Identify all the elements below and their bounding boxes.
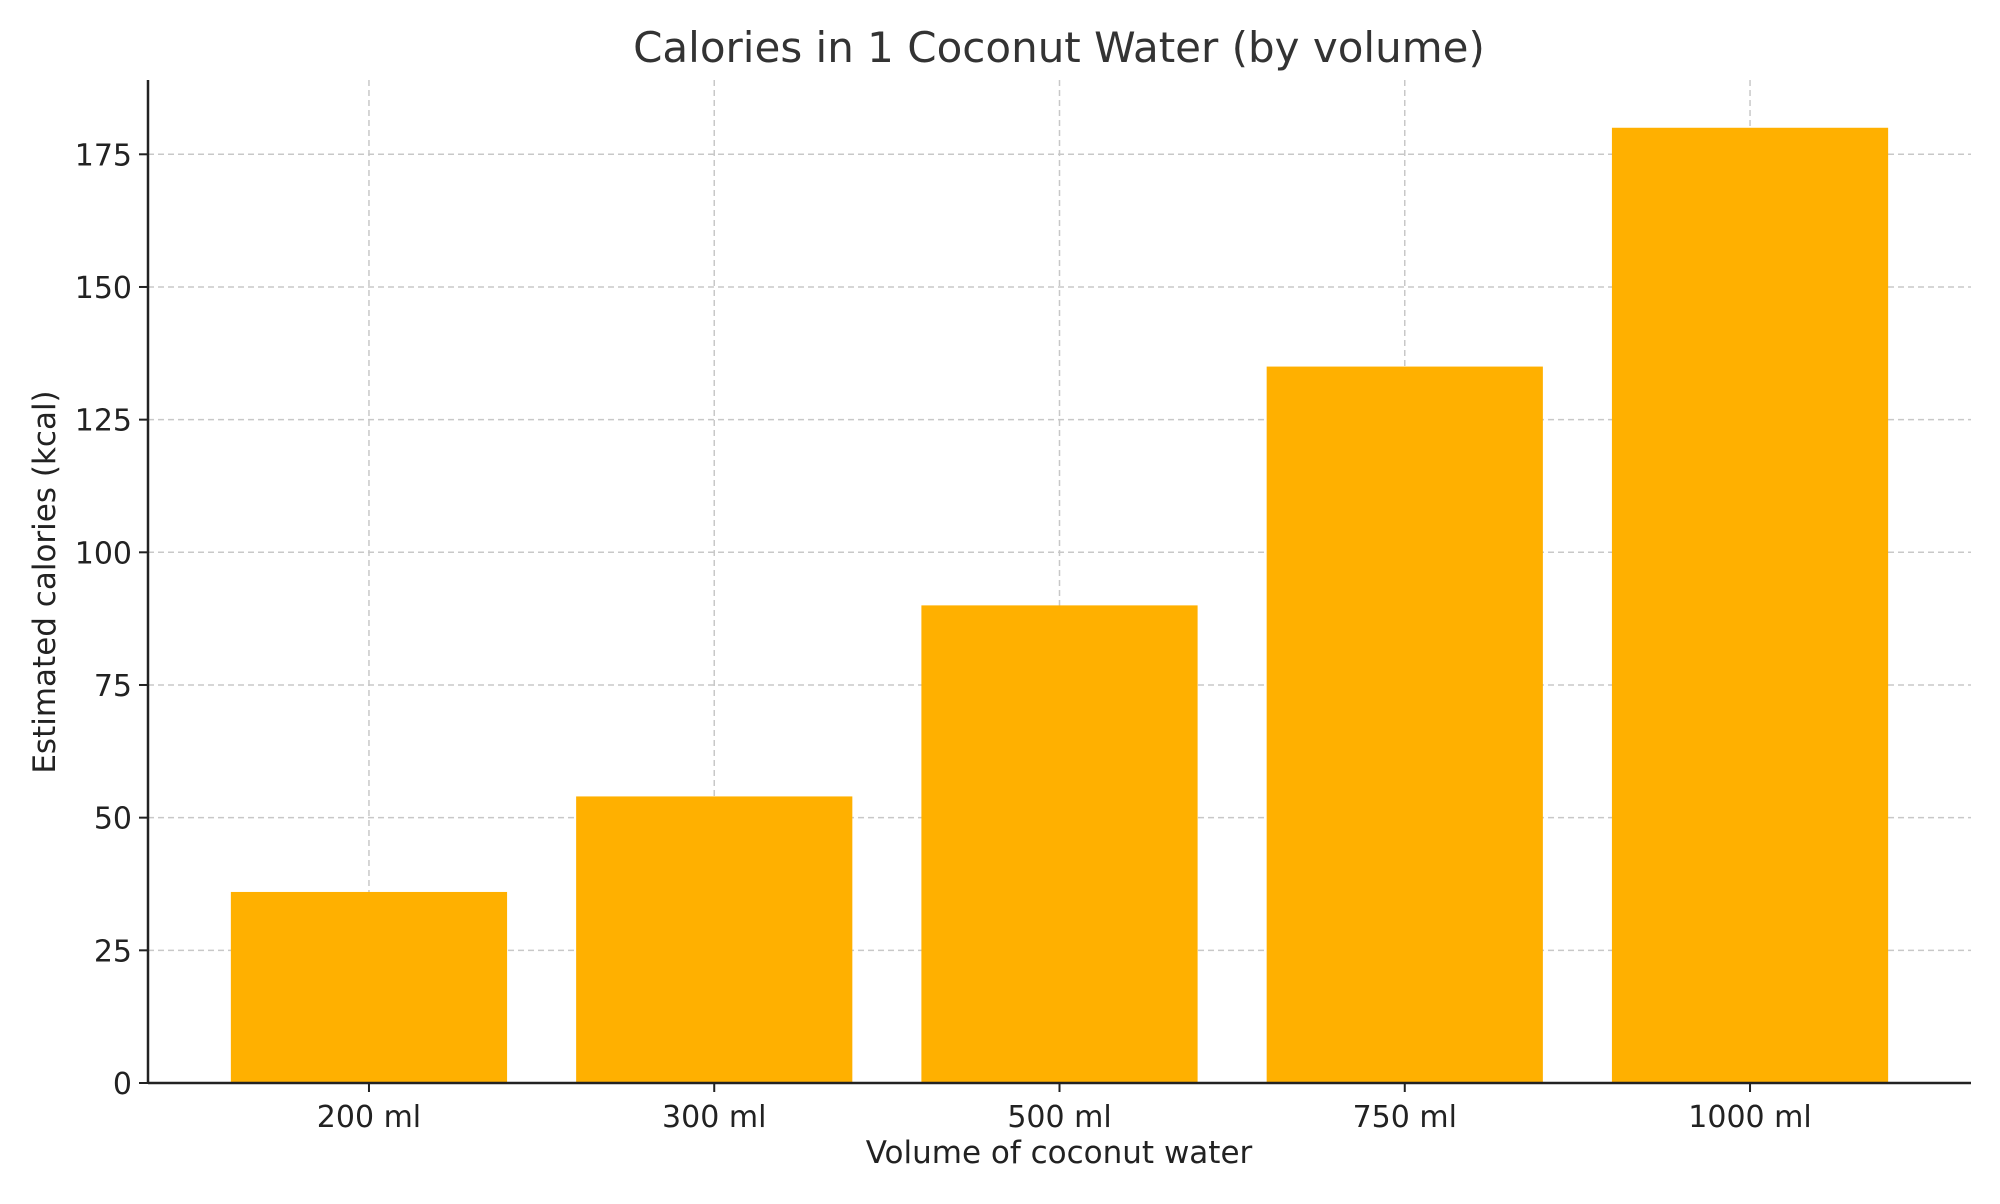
y-tick-label: 125 (75, 404, 132, 439)
bar-200-ml (230, 891, 508, 1083)
y-tick-label: 25 (94, 934, 132, 969)
bar-500-ml (921, 605, 1198, 1083)
y-tick-label: 0 (113, 1067, 132, 1102)
y-tick-label: 75 (94, 669, 132, 704)
x-tick-label: 500 ml (1007, 1100, 1111, 1135)
bar-300-ml (576, 796, 853, 1083)
bar-1000-ml (1611, 127, 1889, 1083)
y-tick-label: 175 (75, 138, 132, 173)
y-axis-label: Estimated calories (kcal) (27, 390, 63, 773)
x-tick-label: 200 ml (317, 1100, 421, 1135)
x-axis-label: Volume of coconut water (866, 1135, 1253, 1171)
x-tick-label: 750 ml (1353, 1100, 1457, 1135)
ticks: 0 25 50 75 100 125 150 175 200 ml 300 ml 500 ml 750… (75, 138, 1812, 1135)
y-tick-label: 100 (75, 536, 132, 571)
bar-750-ml (1266, 366, 1543, 1084)
y-tick-label: 50 (94, 802, 132, 837)
x-tick-label: 1000 ml (1688, 1100, 1811, 1135)
chart-title: Calories in 1 Coconut Water (by volume) (633, 23, 1485, 72)
x-tick-label: 300 ml (662, 1100, 766, 1135)
y-tick-label: 150 (75, 271, 132, 306)
bars (230, 127, 1889, 1084)
